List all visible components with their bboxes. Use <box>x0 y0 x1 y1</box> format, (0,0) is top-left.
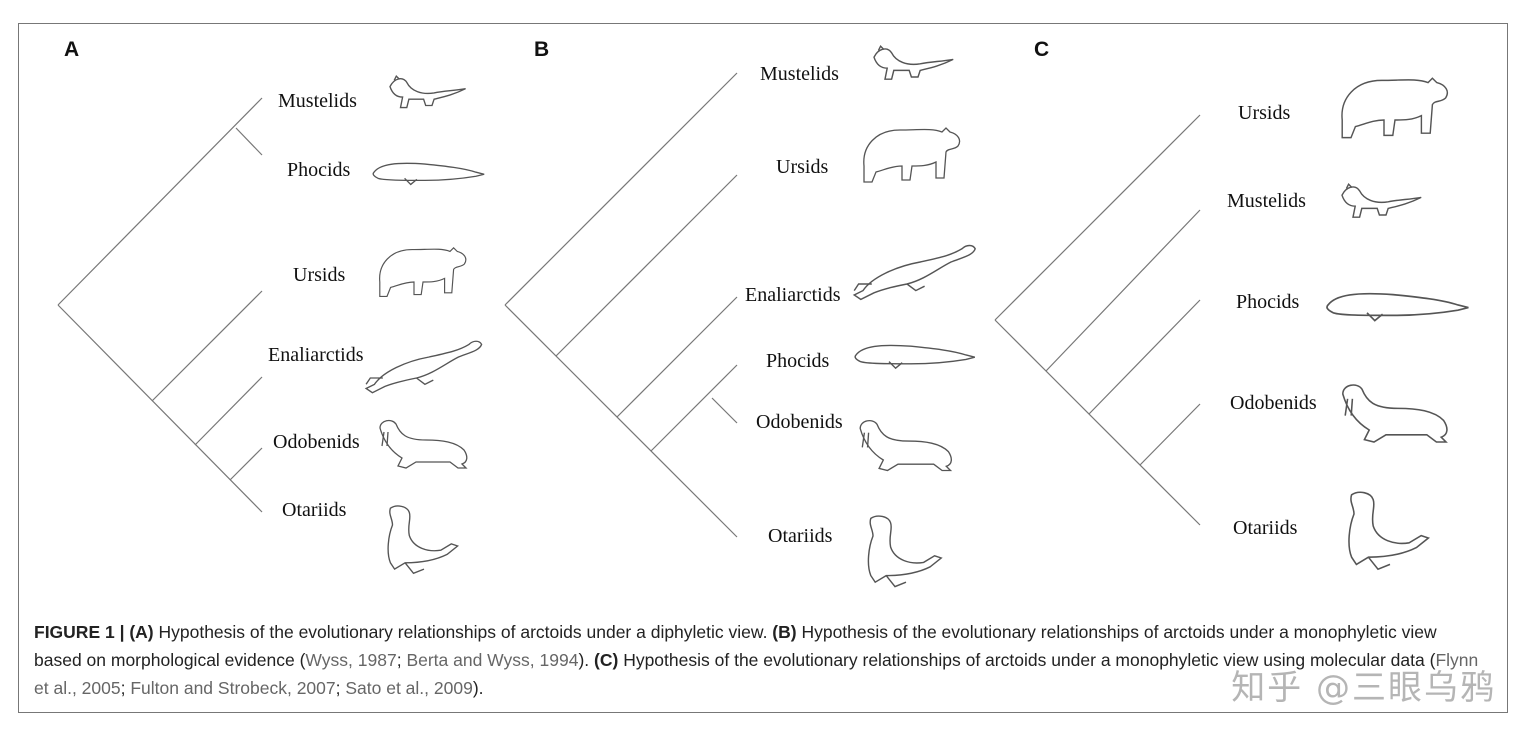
enaliarctid-icon <box>365 340 483 394</box>
panel-letter-c: C <box>1034 38 1050 61</box>
taxon-label: Phocids <box>766 350 830 372</box>
branch <box>151 290 263 402</box>
branch <box>504 72 738 306</box>
branch <box>1088 299 1201 415</box>
seal-icon <box>372 162 485 186</box>
tree-b <box>504 72 738 538</box>
branch <box>1139 403 1201 466</box>
sea-lion-icon <box>1348 491 1430 570</box>
taxon-label: Enaliarctids <box>268 344 364 366</box>
watermark: 知乎 @三眼乌鸦 <box>1231 668 1496 708</box>
weasel-icon <box>389 75 467 109</box>
branch <box>57 304 263 513</box>
branch <box>235 127 263 156</box>
caption-separator: ; <box>335 678 346 698</box>
walrus-icon <box>379 419 468 469</box>
taxon-label: Mustelids <box>760 63 839 85</box>
bear-icon <box>1341 77 1449 139</box>
caption-label: FIGURE 1 | <box>34 622 130 642</box>
branch <box>994 319 1201 526</box>
citation-link[interactable]: Berta and Wyss, 1994 <box>406 650 579 670</box>
branch <box>229 447 263 481</box>
citation-link[interactable]: Sato et al., 2009 <box>345 678 473 698</box>
walrus-icon <box>1342 384 1448 443</box>
seal-icon <box>1326 292 1470 322</box>
branch <box>1045 209 1201 372</box>
taxon-label: Otariids <box>282 499 347 521</box>
branch <box>555 174 738 357</box>
taxon-label: Mustelids <box>1227 190 1306 212</box>
bear-icon <box>863 127 961 183</box>
caption-text-b-end: ). <box>578 650 595 670</box>
caption-text-b: Hypothesis of the evolutionary relations… <box>34 622 1437 670</box>
caption-separator: ; <box>396 650 407 670</box>
sea-lion-icon <box>387 505 459 574</box>
seal-icon <box>854 344 976 369</box>
bear-icon <box>379 247 467 297</box>
caption-separator: ; <box>120 678 131 698</box>
caption-tag-b: (B) <box>772 622 797 642</box>
branch <box>711 397 738 424</box>
panel-letter-b: B <box>534 38 550 61</box>
taxon-label: Odobenids <box>273 431 360 453</box>
branch <box>194 376 263 446</box>
citation-link[interactable]: Fulton and Strobeck, 2007 <box>130 678 336 698</box>
branch <box>57 97 263 306</box>
branch <box>616 296 738 418</box>
taxon-label: Otariids <box>1233 517 1298 539</box>
taxon-label: Phocids <box>1236 291 1300 313</box>
taxon-label: Ursids <box>1238 102 1291 124</box>
taxon-label: Ursids <box>293 264 346 286</box>
caption-text-c-end: ). <box>472 678 484 698</box>
caption-text-a: Hypothesis of the evolutionary relations… <box>153 622 773 642</box>
caption-text-c: Hypothesis of the evolutionary relations… <box>618 650 1436 670</box>
branch <box>650 364 738 452</box>
taxon-label: Enaliarctids <box>745 284 841 306</box>
caption-tag-c: (C) <box>594 650 619 670</box>
taxon-label: Ursids <box>776 156 829 178</box>
walrus-icon <box>859 419 953 472</box>
taxon-label: Mustelids <box>278 90 357 112</box>
weasel-icon <box>873 45 954 80</box>
enaliarctid-icon <box>853 244 976 301</box>
taxon-label: Odobenids <box>756 411 843 433</box>
tree-a <box>57 97 263 513</box>
tree-c <box>994 114 1201 526</box>
weasel-icon <box>1341 183 1422 218</box>
branch <box>994 114 1201 321</box>
taxon-label: Phocids <box>287 159 351 181</box>
citation-link[interactable]: Flynn et al., 2005 <box>34 650 1479 698</box>
caption-tag-a: (A) <box>129 622 154 642</box>
taxon-label: Odobenids <box>1230 392 1317 414</box>
figure-caption: FIGURE 1 | (A) Hypothesis of the evoluti… <box>34 618 1484 702</box>
citation-link[interactable]: Wyss, 1987 <box>305 650 397 670</box>
panel-letter-a: A <box>64 38 80 61</box>
figure-frame <box>18 23 1508 713</box>
sea-lion-icon <box>867 515 942 588</box>
branch <box>504 304 738 538</box>
taxon-label: Otariids <box>768 525 833 547</box>
